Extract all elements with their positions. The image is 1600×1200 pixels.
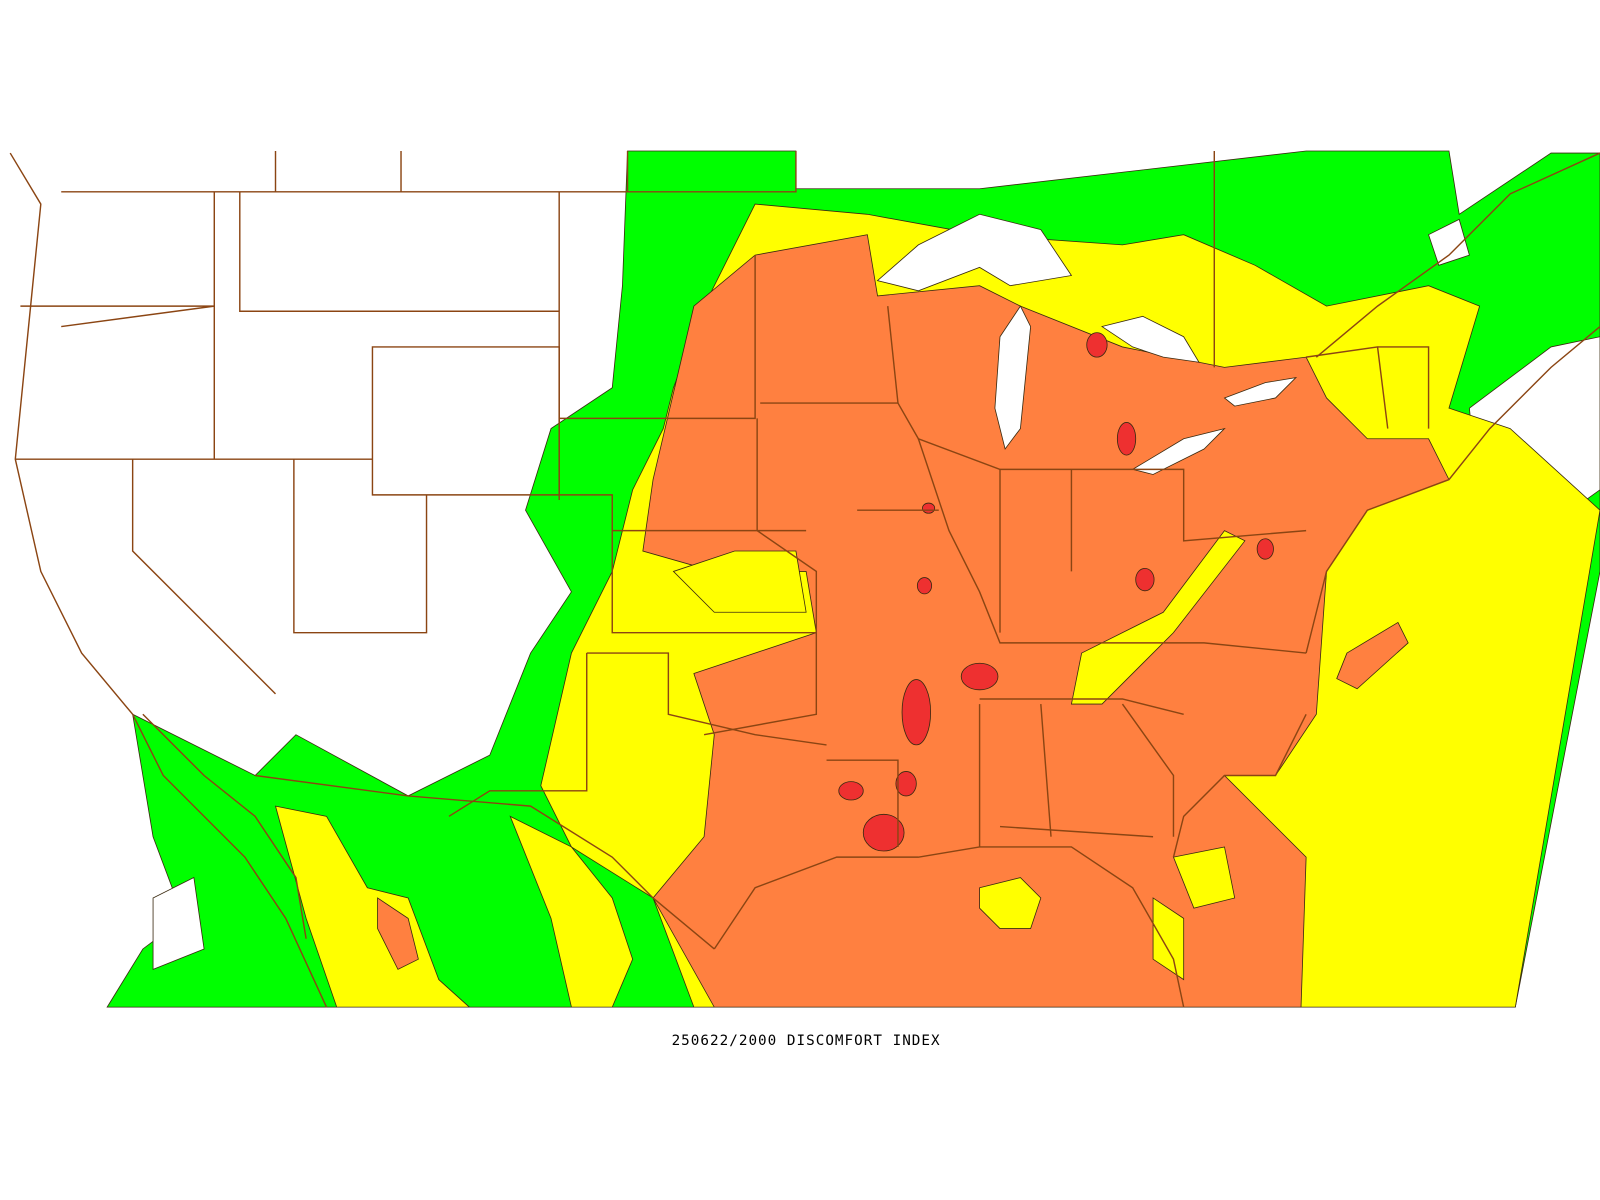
yellow-pockets-shape	[1172, 846, 1236, 909]
state-borders-shape	[61, 151, 797, 193]
red-zone-shape	[1116, 422, 1137, 456]
state-borders-shape	[559, 255, 817, 634]
lakes-shape	[1223, 376, 1298, 407]
map-area	[9, 150, 1600, 1008]
state-borders-shape	[857, 469, 1073, 633]
state-borders-shape	[713, 846, 1185, 1008]
yellow-pockets	[672, 530, 1246, 981]
red-zone-shape	[1135, 567, 1155, 592]
red-zone-shape	[895, 771, 917, 797]
red-zone-shape	[1256, 538, 1274, 560]
orange-zone-shape	[377, 897, 419, 970]
yellow-pockets-shape	[979, 877, 1042, 929]
state-borders	[9, 151, 1600, 1008]
white-gaps-shape	[152, 876, 205, 970]
lakes-shape	[876, 213, 1073, 292]
state-borders-shape	[1172, 713, 1307, 858]
yellow-zone-shape	[274, 805, 471, 1008]
state-borders-shape	[9, 152, 328, 1008]
state-borders-shape	[255, 774, 715, 950]
red-zone-shape	[960, 662, 999, 691]
red-zone-shape	[901, 679, 932, 746]
red-zone-shape	[916, 577, 933, 595]
red-zone-shape	[838, 781, 864, 801]
yellow-pockets-shape	[1152, 897, 1185, 981]
state-borders-shape	[1315, 152, 1600, 358]
lakes	[876, 213, 1298, 475]
red-zone-shape	[1086, 332, 1108, 358]
state-borders-shape	[999, 703, 1175, 838]
orange-zone-shape	[1336, 621, 1409, 690]
lakes-shape	[994, 305, 1032, 450]
red-zone	[838, 332, 1274, 852]
state-borders-shape	[1213, 151, 1430, 429]
map-caption: 250622/2000 DISCOMFORT INDEX	[672, 1033, 941, 1049]
state-borders-shape	[15, 305, 373, 695]
state-borders-shape	[760, 402, 1307, 542]
state-borders-shape	[448, 652, 827, 817]
yellow-pockets-shape	[672, 550, 807, 613]
state-borders-shape	[887, 306, 1307, 654]
yellow-zone-shape	[509, 815, 634, 1008]
state-borders-shape	[826, 698, 1184, 847]
lakes-shape	[1101, 315, 1200, 363]
state-borders-shape	[612, 418, 818, 736]
red-zone-shape	[922, 502, 936, 514]
state-borders-shape	[142, 713, 307, 939]
lakes-shape	[1131, 427, 1226, 475]
state-borders-shape	[274, 151, 629, 192]
white-gaps-shape	[1428, 218, 1470, 266]
state-borders-shape	[1305, 325, 1600, 654]
yellow-pockets-shape	[1070, 530, 1246, 705]
red-zone-shape	[862, 813, 905, 852]
